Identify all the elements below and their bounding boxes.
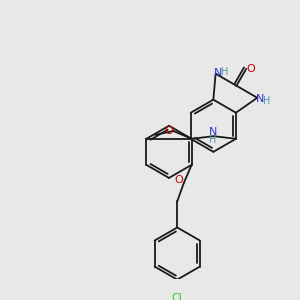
Text: H: H (209, 135, 217, 145)
Text: O: O (247, 64, 255, 74)
Text: O: O (164, 126, 173, 136)
Text: H: H (263, 95, 270, 106)
Text: N: N (208, 128, 217, 137)
Text: N: N (214, 68, 223, 78)
Text: N: N (256, 94, 264, 104)
Text: Cl: Cl (172, 293, 183, 300)
Text: H: H (221, 67, 229, 77)
Text: O: O (175, 175, 184, 185)
